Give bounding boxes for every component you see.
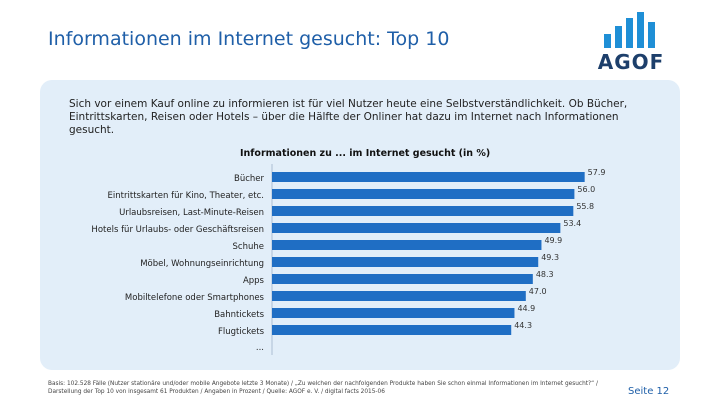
value-label: 44.9: [517, 304, 535, 313]
agof-logo: AGOF: [596, 12, 666, 74]
category-label: Bücher: [234, 174, 265, 184]
bar: [272, 257, 539, 267]
value-label: 49.3: [541, 253, 559, 262]
logo-text: AGOF: [597, 50, 665, 74]
bar: [272, 172, 585, 182]
bar: [272, 325, 512, 335]
value-label: 49.9: [544, 236, 562, 245]
value-label: 48.3: [536, 270, 554, 279]
category-label: Schuhe: [233, 242, 264, 252]
bar: [272, 291, 526, 301]
bar: [272, 223, 561, 233]
value-label: 47.0: [529, 287, 547, 296]
category-label: Hotels für Urlaubs- oder Geschäftsreisen: [91, 225, 264, 235]
more-categories-label: ...: [256, 343, 264, 353]
bar: [272, 189, 575, 199]
footnote: Basis: 102.528 Fälle (Nutzer stationäre …: [48, 381, 598, 395]
value-label: 44.3: [514, 321, 532, 330]
page-number: Seite 12: [628, 386, 670, 397]
category-label: Mobiltelefone oder Smartphones: [125, 293, 265, 303]
value-label: 55.8: [576, 202, 594, 211]
intro-text: Sich vor einem Kauf online zu informiere…: [69, 98, 628, 136]
category-label: Apps: [243, 276, 265, 286]
slide-title: Informationen im Internet gesucht: Top 1…: [48, 28, 450, 50]
bar: [272, 274, 533, 284]
bar: [272, 206, 574, 216]
logo-bars-icon: [604, 12, 655, 48]
bar-chart: Bücher 57.9 Eintrittskarten für Kino, Thea…: [91, 164, 606, 355]
category-label: Flugtickets: [218, 327, 265, 337]
bar: [272, 308, 515, 318]
bar: [272, 240, 542, 250]
chart-title: Informationen zu ... im Internet gesucht…: [240, 148, 491, 159]
value-label: 56.0: [577, 185, 595, 194]
category-label: Möbel, Wohnungseinrichtung: [140, 259, 264, 269]
category-label: Urlaubsreisen, Last-Minute-Reisen: [119, 208, 264, 218]
category-label: Eintrittskarten für Kino, Theater, etc.: [108, 191, 264, 201]
category-label: Bahntickets: [214, 310, 264, 320]
value-label: 53.4: [563, 219, 581, 228]
value-label: 57.9: [588, 168, 606, 177]
